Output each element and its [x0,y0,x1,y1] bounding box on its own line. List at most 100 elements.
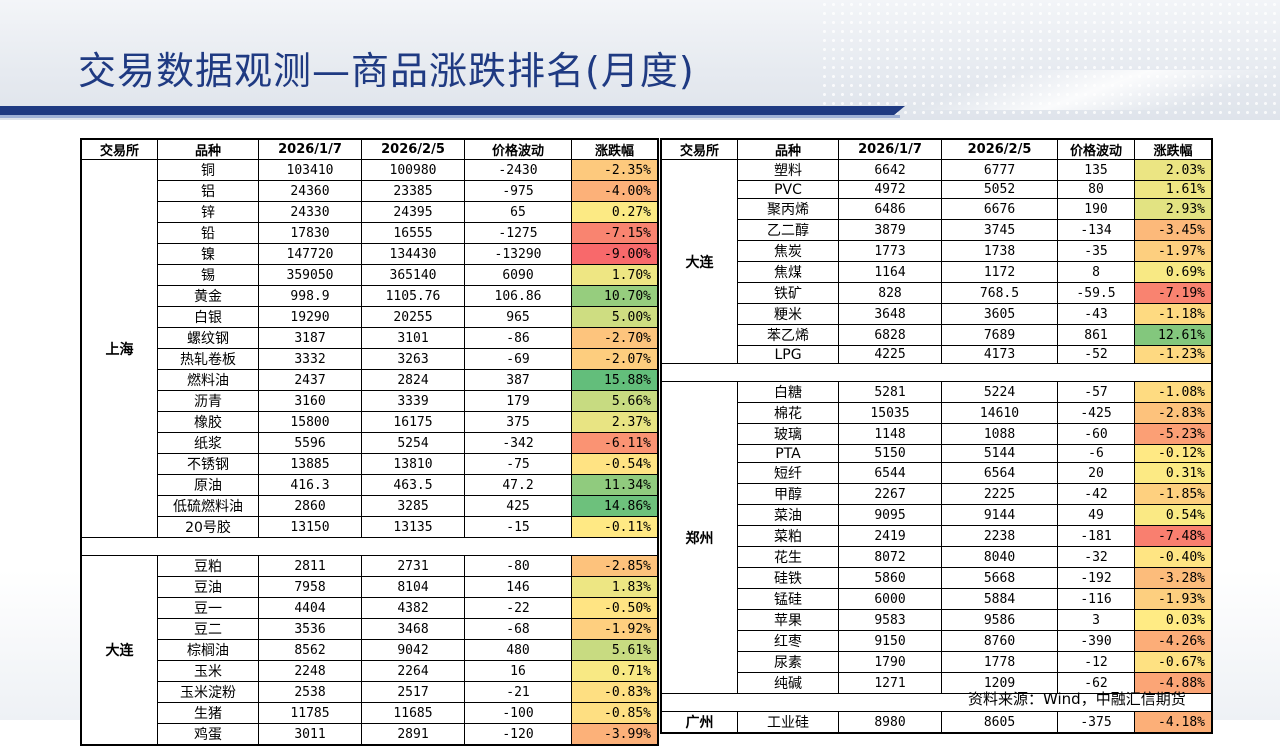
table-row: 白银 19290 20255 965 5.00% [82,306,658,328]
price-end-cell: 5254 [361,432,465,454]
price-start-cell: 3879 [838,219,942,241]
pct-change-cell: -0.12% [1134,444,1212,463]
table-row: 苯乙烯 6828 7689 861 12.61% [662,324,1212,346]
price-start-cell: 2811 [258,555,362,577]
pct-change-cell: -1.85% [1134,483,1212,505]
table-row: 棉花 15035 14610 -425 -2.83% [662,402,1212,424]
price-change-cell: -120 [464,723,572,745]
header-price-change: 价格波动 [464,139,572,160]
price-start-cell: 9095 [838,504,942,526]
price-start-cell: 998.9 [258,285,362,307]
product-name-cell: 玉米淀粉 [157,681,259,703]
table-row: 沥青 3160 3339 179 5.66% [82,390,658,412]
product-name-cell: 红枣 [737,630,839,652]
price-start-cell: 359050 [258,264,362,286]
pct-change-cell: -1.23% [1134,345,1212,364]
table-row: 热轧卷板 3332 3263 -69 -2.07% [82,348,658,370]
table-header-row: 交易所 品种 2026/1/7 2026/2/5 价格波动 涨跌幅 [81,139,658,160]
header-date-end: 2026/2/5 [941,139,1058,160]
price-start-cell: 6000 [838,588,942,610]
price-change-cell: -13290 [464,243,572,265]
pct-change-cell: -3.45% [1134,219,1212,241]
price-start-cell: 1790 [838,651,942,673]
price-start-cell: 3187 [258,327,362,349]
title-underline-bar [0,106,905,115]
pct-change-cell: 5.00% [571,306,658,328]
table-row: 棕榈油 8562 9042 480 5.61% [82,639,658,661]
price-end-cell: 2731 [361,555,465,577]
product-name-cell: 工业硅 [737,711,839,733]
price-start-cell: 13150 [258,516,362,538]
price-change-cell: -32 [1057,546,1135,568]
price-end-cell: 134430 [361,243,465,265]
header-date-start: 2026/1/7 [838,139,942,160]
pct-change-cell: -2.35% [571,159,658,181]
product-name-cell: 棉花 [737,402,839,424]
price-change-cell: -6 [1057,444,1135,463]
price-change-cell: -68 [464,618,572,640]
price-end-cell: 768.5 [941,282,1058,304]
price-start-cell: 13885 [258,453,362,475]
table-row: PVC 4972 5052 80 1.61% [662,180,1212,199]
price-change-cell: 190 [1057,198,1135,220]
table-row: 硅铁 5860 5668 -192 -3.28% [662,567,1212,589]
price-end-cell: 24395 [361,201,465,223]
table-row: 生猪 11785 11685 -100 -0.85% [82,702,658,724]
table-row: 黄金 998.9 1105.76 106.86 10.70% [82,285,658,307]
product-name-cell: 铅 [157,222,259,244]
table-row: 大连 豆粕 2811 2731 -80 -2.85% [81,555,658,745]
price-end-cell: 4173 [941,345,1058,364]
product-name-cell: 苯乙烯 [737,324,839,346]
price-end-cell: 3605 [941,303,1058,325]
pct-change-cell: -2.85% [571,555,658,577]
price-start-cell: 8072 [838,546,942,568]
price-change-cell: 49 [1057,504,1135,526]
price-change-cell: -116 [1057,588,1135,610]
header-exchange: 交易所 [81,139,158,160]
pct-change-cell: -3.28% [1134,567,1212,589]
price-start-cell: 3536 [258,618,362,640]
price-end-cell: 2225 [941,483,1058,505]
price-start-cell: 1148 [838,423,942,445]
pct-change-cell: -1.93% [1134,588,1212,610]
price-change-cell: -390 [1057,630,1135,652]
table-row: 低硫燃料油 2860 3285 425 14.86% [82,495,658,517]
product-name-cell: 白银 [157,306,259,328]
pct-change-cell: -3.99% [571,723,658,745]
table-row: 豆油 7958 8104 146 1.83% [82,576,658,598]
pct-change-cell: 2.37% [571,411,658,433]
table-row: 原油 416.3 463.5 47.2 11.34% [82,474,658,496]
price-start-cell: 9150 [838,630,942,652]
price-start-cell: 4404 [258,597,362,619]
price-end-cell: 6564 [941,462,1058,484]
product-name-cell: 纸浆 [157,432,259,454]
exchange-cell: 郑州 [661,381,738,694]
price-end-cell: 2824 [361,369,465,391]
price-end-cell: 5144 [941,444,1058,463]
price-start-cell: 4972 [838,180,942,199]
price-change-cell: -59.5 [1057,282,1135,304]
price-end-cell: 8605 [941,711,1058,733]
product-name-cell: 菜油 [737,504,839,526]
price-start-cell: 2437 [258,369,362,391]
product-name-cell: 铜 [157,159,259,181]
table-row: 鸡蛋 3011 2891 -120 -3.99% [82,723,658,745]
separator-cell [661,363,1212,382]
price-end-cell: 14610 [941,402,1058,424]
pct-change-cell: 15.88% [571,369,658,391]
pct-change-cell: 12.61% [1134,324,1212,346]
price-change-cell: -134 [1057,219,1135,241]
product-name-cell: 铝 [157,180,259,202]
price-change-cell: 375 [464,411,572,433]
title-underline-accent [0,115,900,118]
price-change-cell: -342 [464,432,572,454]
product-name-cell: 锡 [157,264,259,286]
price-start-cell: 19290 [258,306,362,328]
price-change-cell: -1275 [464,222,572,244]
source-note: 资料来源：Wind，中融汇信期货 [968,690,1186,708]
product-name-cell: 豆一 [157,597,259,619]
price-change-cell: -975 [464,180,572,202]
pct-change-cell: -9.00% [571,243,658,265]
table-row: 橡胶 15800 16175 375 2.37% [82,411,658,433]
product-name-cell: 花生 [737,546,839,568]
